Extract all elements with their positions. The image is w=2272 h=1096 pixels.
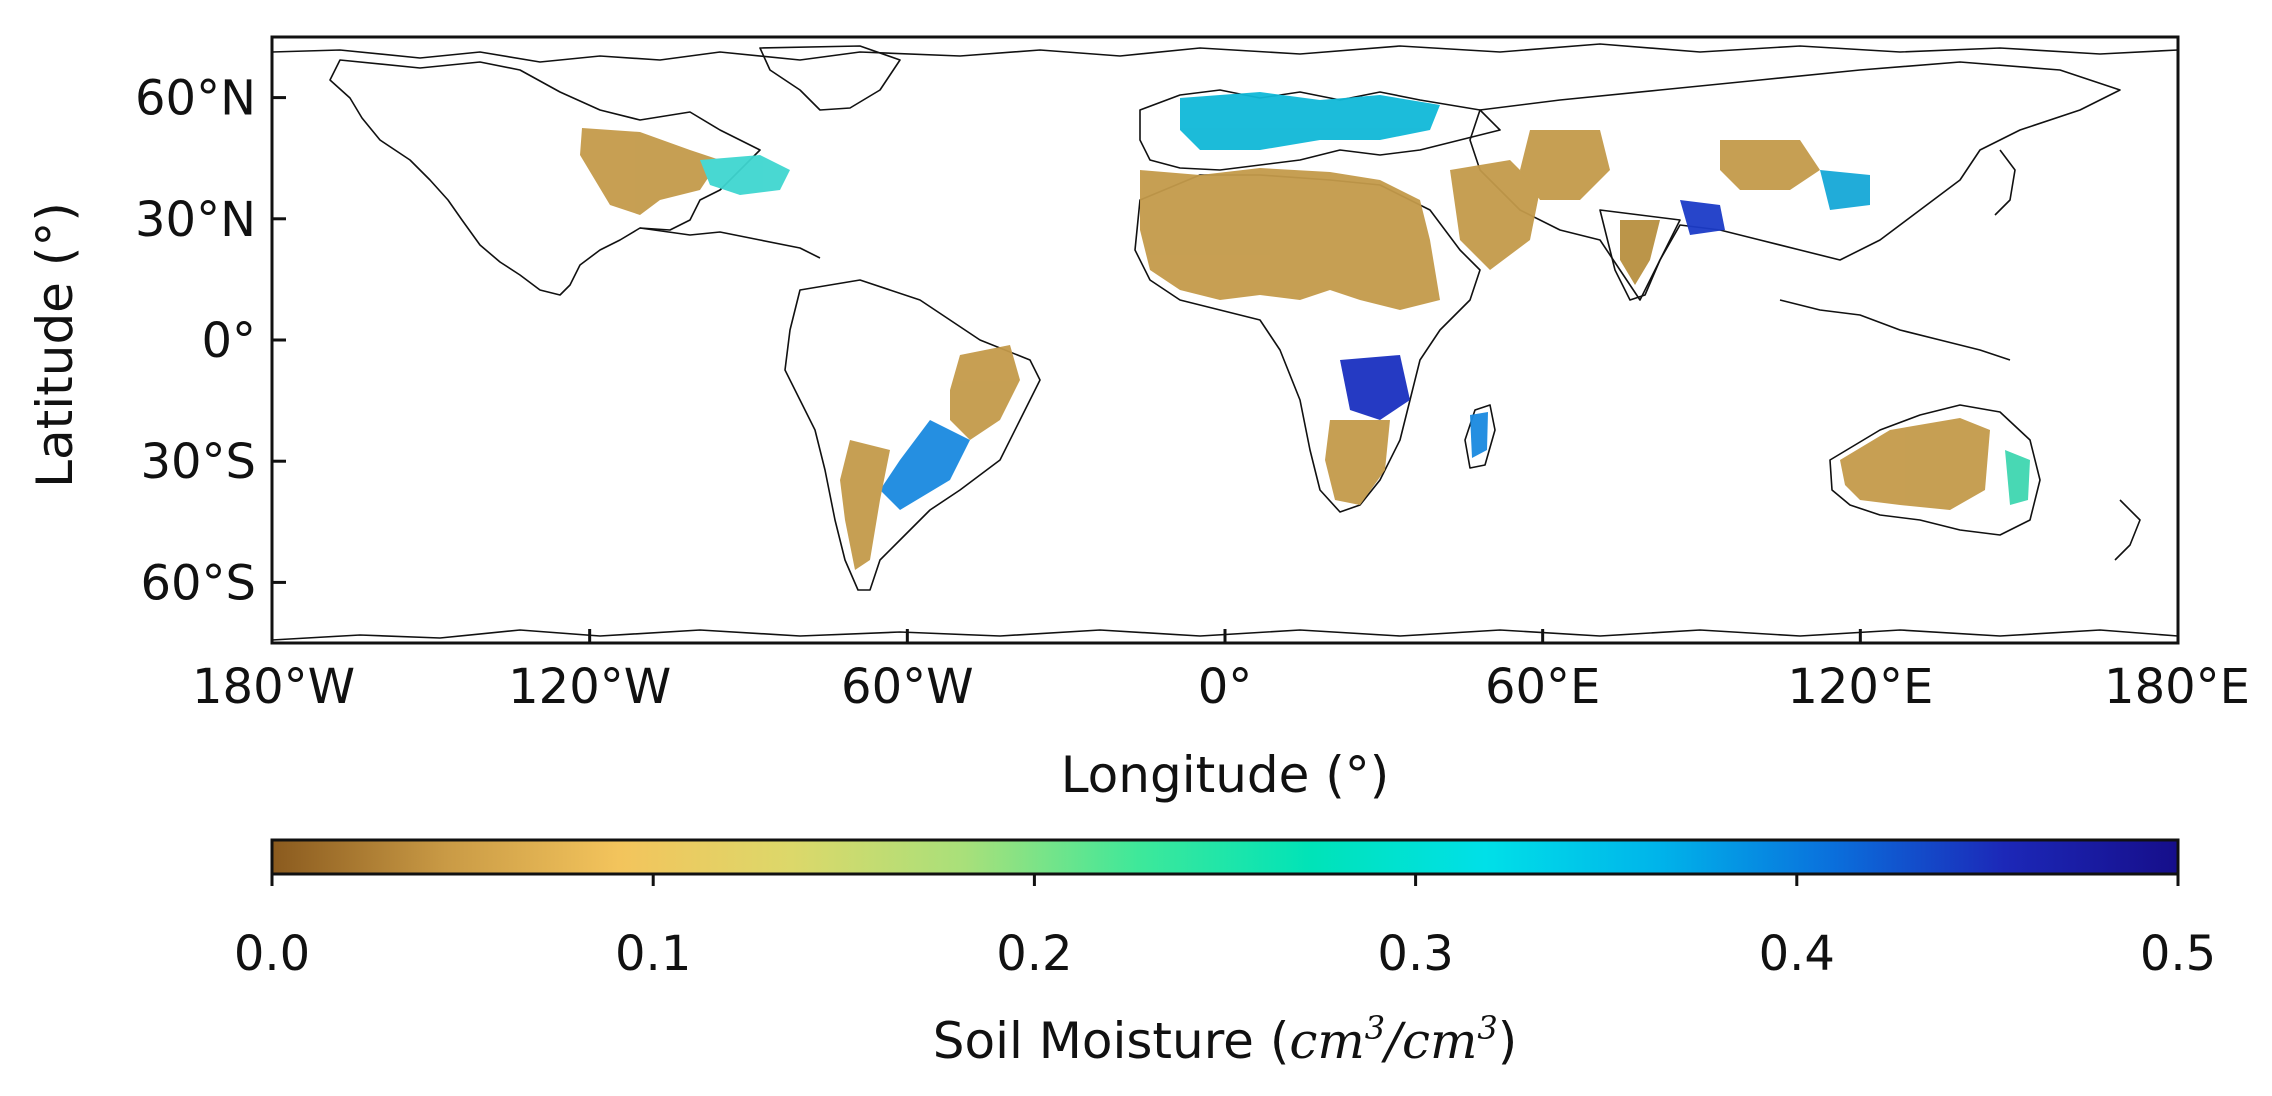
patch-southern-africa — [1325, 420, 1390, 505]
map-panel: 180°W 120°W 60°W 0° 60°E 120°E 180°E 60°N 30°N 0… — [26, 35, 2250, 804]
patch-southern-africa-wet — [1340, 355, 1410, 420]
patch-australia-east — [2005, 450, 2030, 505]
x-tick-label: 60°E — [1485, 659, 1600, 715]
x-tick-label: 0° — [1198, 659, 1253, 715]
patch-madagascar — [1470, 412, 1488, 458]
patch-north-america — [580, 128, 720, 215]
colorbar-tick-label: 0.0 — [234, 926, 310, 982]
patch-south-america-wet — [880, 420, 970, 510]
patch-europe-wet — [1180, 92, 1440, 150]
new-zealand-coastline — [2114, 499, 2141, 561]
colorbar-tick-label: 0.3 — [1377, 926, 1453, 982]
patch-china — [1720, 140, 1820, 190]
colorbar: 0.0 0.1 0.2 0.3 0.4 0.5 Soil Moisture (cm3/cm… — [234, 838, 2216, 1070]
colorbar-label-unit2: cm — [1402, 1012, 1477, 1070]
y-tick-label: 0° — [201, 313, 256, 369]
x-axis-label: Longitude (°) — [1061, 746, 1390, 804]
india-coastline — [1599, 209, 1681, 301]
colorbar-label: Soil Moisture (cm3/cm3) — [933, 1009, 1518, 1070]
arctic-coastline — [272, 43, 2178, 63]
patch-south-america-east — [950, 345, 1020, 440]
x-tick-label: 180°W — [192, 659, 355, 715]
soil-moisture-patches — [580, 92, 2030, 570]
colorbar-label-slash: / — [1381, 1012, 1406, 1070]
patch-arabia — [1450, 160, 1540, 270]
colorbar-ticks: 0.0 0.1 0.2 0.3 0.4 0.5 — [234, 874, 2216, 982]
colorbar-tick-label: 0.2 — [996, 926, 1072, 982]
australia-coastline — [1829, 404, 2041, 536]
patch-india — [1620, 220, 1660, 285]
patch-central-asia — [1520, 130, 1610, 200]
colorbar-label-sup2: 3 — [1477, 1009, 1497, 1047]
patch-south-america-south — [840, 440, 890, 570]
colorbar-tick-label: 0.1 — [615, 926, 691, 982]
indonesia-coastline — [1779, 299, 2011, 361]
patch-north-america-wet — [700, 155, 790, 195]
central-america-coastline — [639, 227, 821, 259]
y-axis-label: Latitude (°) — [26, 202, 84, 488]
y-axis-ticks: 60°N 30°N 0° 30°S 60°S — [135, 71, 286, 611]
x-tick-label: 180°E — [2104, 659, 2250, 715]
y-tick-label: 60°S — [140, 555, 256, 611]
patch-se-asia-wet — [1680, 200, 1725, 235]
x-tick-label: 120°E — [1787, 659, 1933, 715]
y-tick-label: 30°S — [140, 434, 256, 490]
colorbar-tick-label: 0.5 — [2140, 926, 2216, 982]
y-tick-label: 60°N — [135, 71, 256, 127]
colorbar-label-prefix: Soil Moisture ( — [933, 1012, 1290, 1070]
patch-sahara — [1140, 168, 1440, 310]
greenland-coastline — [759, 45, 901, 111]
asia-coastline — [1469, 61, 2121, 301]
antarctica-coastline — [272, 629, 2178, 641]
madagascar-coastline — [1464, 404, 1496, 469]
colorbar-label-unit: cm — [1289, 1012, 1364, 1070]
patch-china-wet — [1820, 170, 1870, 210]
x-tick-label: 120°W — [508, 659, 671, 715]
japan-coastline — [1994, 149, 2016, 216]
x-axis-ticks: 180°W 120°W 60°W 0° 60°E 120°E 180°E — [192, 629, 2250, 715]
colorbar-tick-label: 0.4 — [1759, 926, 1835, 982]
coastlines — [272, 43, 2178, 641]
colorbar-label-sup1: 3 — [1365, 1009, 1385, 1047]
north-america-coastline — [329, 59, 761, 296]
colorbar-label-suffix: ) — [1498, 1012, 1518, 1070]
x-tick-label: 60°W — [841, 659, 974, 715]
colorbar-gradient — [270, 838, 2180, 876]
y-tick-label: 30°N — [135, 192, 256, 248]
patch-australia — [1840, 418, 1990, 510]
